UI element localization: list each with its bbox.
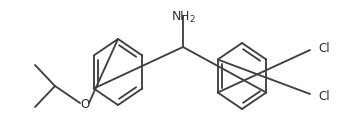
Text: Cl: Cl	[318, 89, 330, 102]
Text: NH$_2$: NH$_2$	[171, 10, 195, 25]
Text: Cl: Cl	[318, 42, 330, 55]
Text: O: O	[80, 99, 90, 112]
